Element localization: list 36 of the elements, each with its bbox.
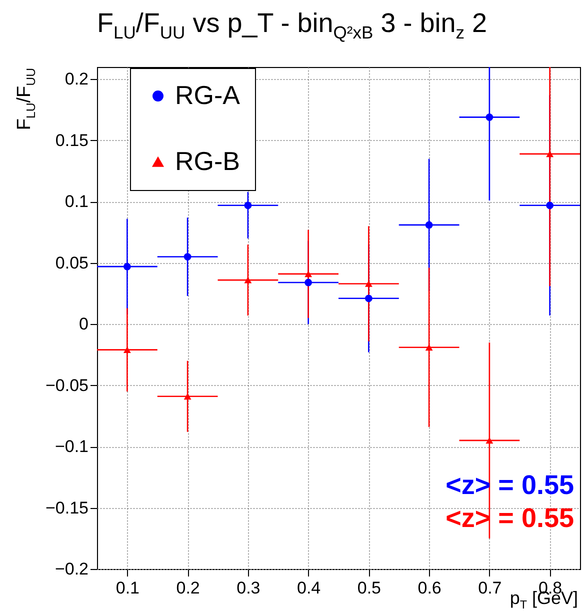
point xyxy=(123,346,131,354)
chart-title: F$_{LU}$/F$_{UU}$ vs p_T - bin$_{Q²x}$$_{B}$ 3 - bin$_{z}$ 2 xyxy=(96,8,488,42)
point xyxy=(546,150,554,158)
point xyxy=(244,276,252,284)
x-tick-label: 0.6 xyxy=(418,578,442,598)
x-tick-label: 0.2 xyxy=(176,578,200,598)
x-tick-label: 0.7 xyxy=(478,578,502,598)
legend-label: RG-A xyxy=(175,80,241,110)
point xyxy=(486,114,494,121)
y-tick-label: 0.05 xyxy=(55,253,88,272)
y-tick-label: 0.1 xyxy=(64,192,88,212)
point xyxy=(425,344,433,351)
point xyxy=(546,202,554,210)
x-tick-label: 0.3 xyxy=(236,578,260,598)
y-tick-label: −0.1 xyxy=(54,437,88,456)
y-tick-label: −0.05 xyxy=(45,376,88,395)
point xyxy=(304,278,312,286)
y-tick-label: 0.15 xyxy=(55,130,88,150)
point xyxy=(425,221,433,229)
y-tick-label: 0.2 xyxy=(64,70,88,89)
point xyxy=(364,294,372,302)
annotation: <z> = 0.55 xyxy=(446,503,574,534)
legend-label: RG-B xyxy=(175,146,240,176)
y-tick-label: −0.15 xyxy=(45,498,88,518)
point xyxy=(486,437,494,444)
point xyxy=(184,393,192,400)
point xyxy=(304,270,312,278)
point xyxy=(184,253,192,260)
x-tick-label: 0.4 xyxy=(296,578,321,598)
point xyxy=(364,280,372,287)
point xyxy=(123,262,131,270)
y-tick-label: 0 xyxy=(79,314,88,334)
y-tick-label: −0.2 xyxy=(54,560,88,578)
point xyxy=(244,202,252,210)
x-tick-label: 0.1 xyxy=(116,578,140,598)
x-tick-label: 0.5 xyxy=(357,578,382,598)
